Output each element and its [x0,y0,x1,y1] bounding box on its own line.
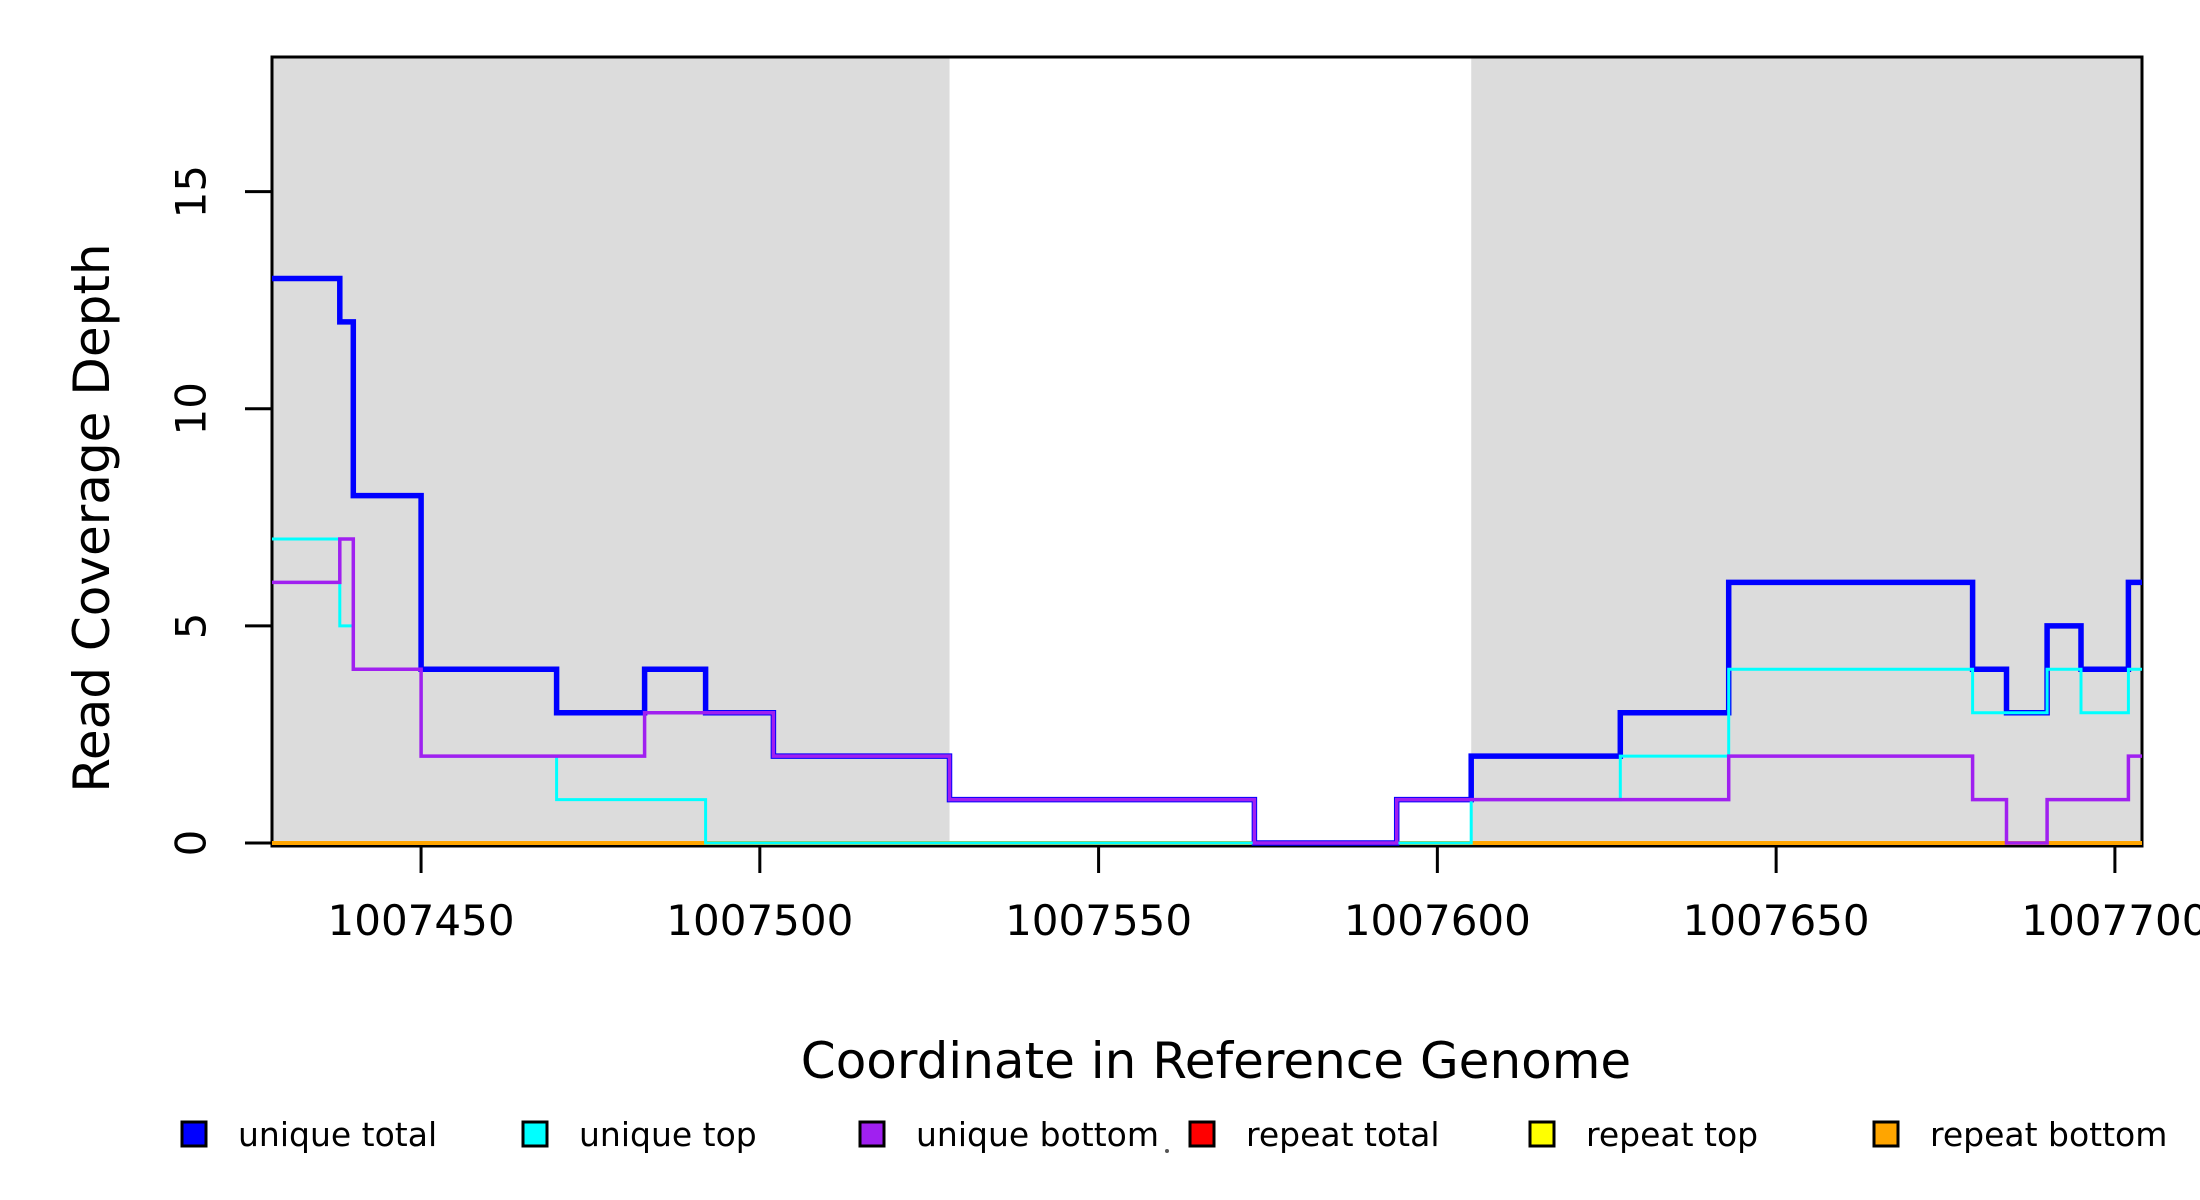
plot-frame [270,55,2144,848]
x-tick-label: 1007500 [666,896,853,945]
speck-artifact [1165,1149,1169,1153]
y-axis-title: Read Coverage Depth [63,243,121,793]
x-tick-label: 1007700 [2021,896,2200,945]
x-tick-label: 1007650 [1683,896,1870,945]
legend-label-unique-top: unique top [579,1115,757,1154]
legend-swatch-repeat-top [1528,1120,1556,1148]
x-tick-label: 1007450 [328,896,515,945]
y-tick-label: 10 [167,382,216,435]
y-tick-label: 15 [167,165,216,218]
legend-label-unique-bottom: unique bottom [916,1115,1159,1154]
legend-swatch-unique-top [521,1120,549,1148]
x-tick-label: 1007550 [1005,896,1192,945]
y-tick-label: 0 [167,830,216,857]
legend-swatch-repeat-total [1188,1120,1216,1148]
legend-swatch-unique-total [180,1120,208,1148]
series-unique-bottom [272,537,2142,845]
left-gray-region [272,58,950,845]
x-tick-label: 1007600 [1344,896,1531,945]
legend-label-repeat-bottom: repeat bottom [1930,1115,2167,1154]
right-gray-region [1471,58,2142,845]
legend-swatch-unique-bottom [858,1120,886,1148]
legend-label-unique-total: unique total [238,1115,437,1154]
legend-swatch-repeat-bottom [1872,1120,1900,1148]
legend-label-repeat-total: repeat total [1246,1115,1440,1154]
legend-label-repeat-top: repeat top [1586,1115,1758,1154]
y-tick-label: 5 [167,613,216,640]
x-axis-title: Coordinate in Reference Genome [800,1032,1632,1090]
